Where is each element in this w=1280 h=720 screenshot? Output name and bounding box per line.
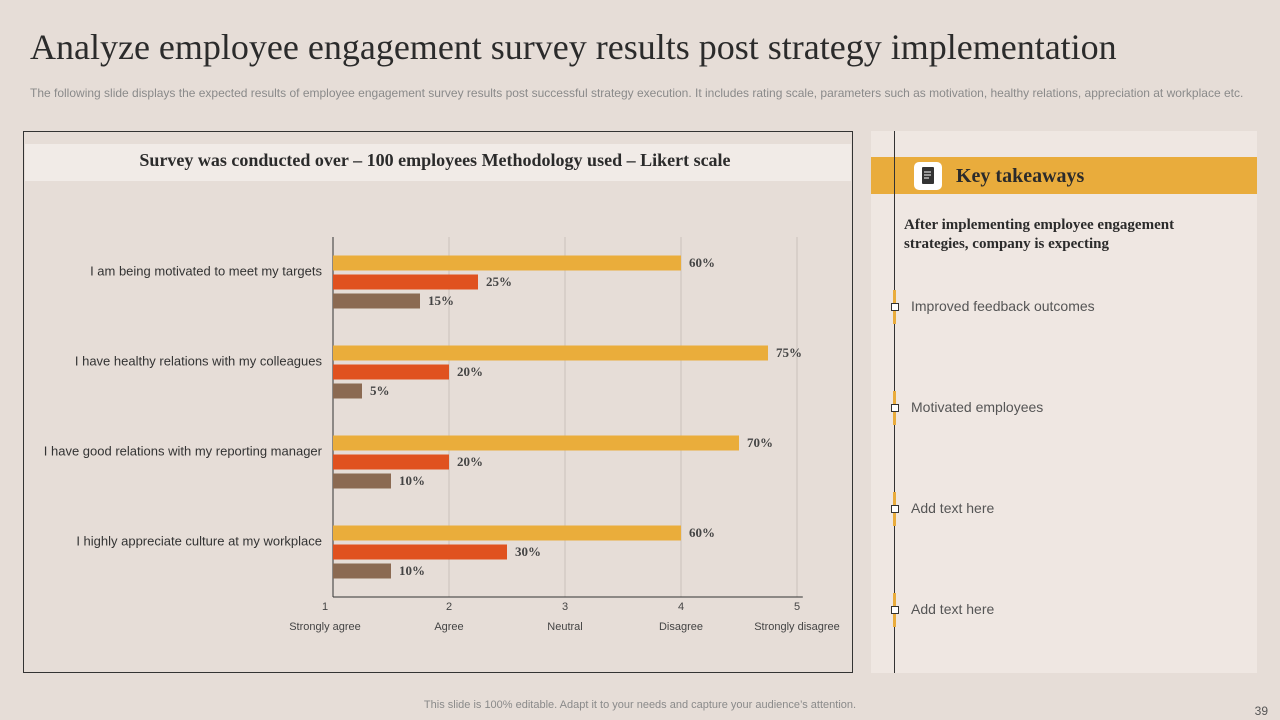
bar <box>333 473 391 489</box>
chart-title-band <box>25 144 851 181</box>
x-tick-term: Agree <box>434 621 463 633</box>
value-label: 75% <box>776 345 802 360</box>
x-tick-term: Strongly disagree <box>754 621 840 633</box>
x-tick-label: 5 <box>794 601 800 613</box>
item-bullet <box>891 404 899 412</box>
takeaways-intro: After implementing employee engagement s… <box>904 217 1175 252</box>
takeaways-icon <box>914 162 942 190</box>
item-text: Motivated employees <box>911 399 1044 415</box>
slide-subtitle: The following slide displays the expecte… <box>30 86 1244 100</box>
y-tick-label: I highly appreciate culture at my workpl… <box>76 533 322 548</box>
bar <box>333 274 478 290</box>
item-text: Add text here <box>911 500 995 516</box>
item-text: Improved feedback outcomes <box>911 298 1095 314</box>
y-tick-label: I have healthy relations with my colleag… <box>75 353 323 368</box>
takeaways-title: Key takeaways <box>956 165 1085 187</box>
takeaways-panel <box>871 131 1257 673</box>
value-label: 10% <box>399 473 425 488</box>
value-label: 70% <box>747 435 773 450</box>
item-bullet <box>891 606 899 614</box>
bar <box>333 345 768 361</box>
value-label: 60% <box>689 255 715 270</box>
value-label: 20% <box>457 454 483 469</box>
x-tick-term: Disagree <box>659 621 703 633</box>
icon-graphic <box>922 167 934 184</box>
y-tick-label: I have good relations with my reporting … <box>44 443 323 458</box>
item-bullet <box>891 505 899 513</box>
x-tick-label: 1 <box>322 601 328 613</box>
bar <box>333 293 420 309</box>
bar <box>333 255 681 271</box>
x-tick-label: 2 <box>446 601 452 613</box>
value-label: 20% <box>457 364 483 379</box>
x-tick-term: Neutral <box>547 621 582 633</box>
bar <box>333 454 449 470</box>
bar <box>333 544 507 560</box>
chart: Survey was conducted over – 100 employee… <box>25 144 851 633</box>
x-tick-label: 3 <box>562 601 568 613</box>
value-label: 60% <box>689 525 715 540</box>
chart-panel <box>23 131 853 673</box>
slide-title: Analyze employee engagement survey resul… <box>30 27 1117 67</box>
item-text: Add text here <box>911 601 995 617</box>
value-label: 10% <box>399 563 425 578</box>
bar <box>333 525 681 541</box>
bar <box>333 383 362 399</box>
x-tick-term: Strongly agree <box>289 621 361 633</box>
value-label: 15% <box>428 293 454 308</box>
bar <box>333 435 739 451</box>
bar <box>333 364 449 380</box>
y-tick-label: I am being motivated to meet my targets <box>90 263 322 278</box>
footer-note: This slide is 100% editable. Adapt it to… <box>423 699 857 711</box>
value-label: 30% <box>515 544 541 559</box>
value-label: 5% <box>370 383 390 398</box>
page-number: 39 <box>1254 704 1268 718</box>
chart-title: Survey was conducted over – 100 employee… <box>139 150 730 170</box>
x-tick-label: 4 <box>678 601 684 613</box>
item-bullet <box>891 303 899 311</box>
value-label: 25% <box>486 274 512 289</box>
bar <box>333 563 391 579</box>
